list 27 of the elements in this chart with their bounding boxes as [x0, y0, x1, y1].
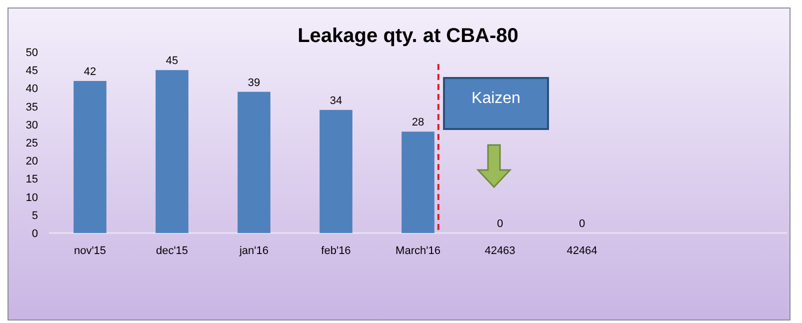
x-tick-label: nov'15 — [74, 245, 106, 257]
y-tick-label: 0 — [32, 228, 38, 240]
x-tick-label: 42463 — [484, 245, 516, 257]
chart-title: Leakage qty. at CBA-80 — [298, 25, 518, 47]
x-tick-label: March'16 — [396, 245, 440, 257]
y-tick-label: 30 — [26, 119, 38, 132]
y-tick-label: 25 — [26, 138, 38, 150]
data-label: 39 — [248, 76, 260, 89]
x-tick-label: feb'16 — [321, 245, 351, 257]
y-tick-label: 35 — [26, 101, 38, 114]
y-tick-label: 50 — [26, 47, 38, 59]
x-tick-label: dec'15 — [156, 245, 188, 257]
data-label: 0 — [496, 218, 504, 230]
x-tick-label: 42464 — [566, 245, 598, 257]
y-tick-label: 10 — [26, 192, 38, 204]
annotation: Kaizen — [472, 90, 520, 107]
y-tick-label: 20 — [26, 156, 38, 168]
data-label: 28 — [412, 116, 424, 129]
data-label: 42 — [84, 66, 96, 78]
y-tick-label: 15 — [26, 174, 38, 186]
data-label: 0 — [578, 218, 586, 230]
y-tick-label: 5 — [32, 210, 38, 222]
data-label: 45 — [166, 55, 178, 68]
data-label: 34 — [330, 94, 342, 107]
y-tick-label: 45 — [26, 65, 38, 78]
x-tick-label: jan'16 — [238, 245, 269, 257]
y-tick-label: 40 — [26, 83, 38, 96]
